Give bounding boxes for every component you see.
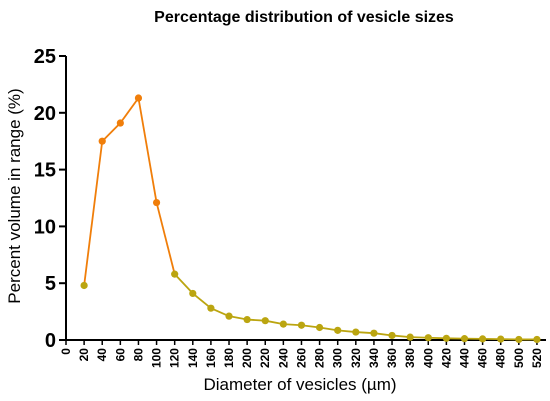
y-axis: 0 5 10 15 20 25 — [34, 46, 67, 352]
series-segment — [119, 97, 140, 124]
data-point — [225, 312, 233, 320]
x-tick-label: 320 — [349, 348, 363, 368]
data-point — [533, 335, 541, 344]
x-tick-label: 120 — [168, 348, 182, 368]
data-point — [80, 281, 88, 290]
data-point — [279, 320, 287, 328]
x-tick-label: 40 — [95, 348, 109, 362]
series-segment — [174, 273, 194, 295]
x-tick-label: 440 — [457, 348, 471, 368]
series-points — [80, 94, 541, 344]
series-segment — [137, 97, 158, 203]
data-point — [515, 335, 523, 344]
data-point — [261, 317, 269, 325]
data-point — [370, 329, 378, 337]
x-tick-label: 220 — [258, 348, 272, 368]
data-point — [243, 315, 251, 324]
data-point — [442, 334, 450, 342]
data-point — [479, 335, 487, 343]
x-tick-label: 60 — [113, 348, 127, 362]
x-tick-label: 180 — [222, 348, 236, 368]
x-tick-label: 100 — [150, 348, 164, 368]
y-tick-label: 15 — [34, 160, 56, 182]
x-axis: 0 20 40 60 80 100 120 140 160 180 200 220 240 260 280 3… — [59, 339, 546, 368]
data-point — [315, 323, 324, 332]
x-tick-label: 240 — [276, 348, 290, 368]
series-segment — [101, 122, 121, 142]
data-point — [134, 94, 143, 102]
y-tick-label: 10 — [34, 216, 56, 238]
x-tick-label: 160 — [204, 348, 218, 368]
series-segment — [83, 141, 104, 286]
x-tick-label: 280 — [313, 348, 327, 368]
data-point — [352, 328, 360, 336]
y-tick-label: 20 — [34, 103, 56, 125]
x-tick-label: 420 — [439, 348, 453, 368]
x-tick-label: 0 — [59, 348, 73, 355]
data-point — [98, 137, 106, 145]
data-point — [424, 334, 432, 342]
y-axis-label: Percent volume in range (%) — [5, 88, 24, 303]
x-tick-label: 340 — [367, 348, 381, 368]
data-point — [171, 270, 179, 278]
x-tick-label: 300 — [331, 348, 345, 368]
data-point — [388, 331, 396, 340]
series-segment — [192, 292, 212, 309]
series-segment — [155, 202, 176, 275]
y-tick-label: 25 — [34, 46, 56, 68]
x-tick-label: 480 — [494, 348, 508, 368]
y-tick-label: 5 — [45, 273, 56, 295]
x-tick-label: 400 — [421, 348, 435, 368]
data-point — [207, 304, 215, 312]
x-tick-label: 140 — [186, 348, 200, 368]
x-tick-label: 360 — [385, 348, 399, 368]
chart-title: Percentage distribution of vesicle sizes — [154, 9, 454, 26]
x-tick-label: 200 — [240, 348, 254, 368]
x-tick-label: 260 — [294, 348, 308, 368]
x-axis-label: Diameter of vesicles (µm) — [203, 375, 396, 394]
data-point — [116, 119, 124, 127]
x-tick-label: 20 — [77, 348, 91, 362]
x-tick-label: 500 — [512, 348, 526, 368]
x-tick-label: 460 — [476, 348, 490, 368]
data-point — [406, 333, 414, 341]
x-tick-label: 380 — [403, 348, 417, 368]
data-point — [334, 326, 342, 334]
x-tick-label: 80 — [131, 348, 145, 362]
data-point — [460, 335, 469, 343]
y-tick-label: 0 — [45, 330, 56, 352]
data-point — [497, 335, 505, 343]
data-point — [152, 198, 161, 207]
data-point — [189, 289, 197, 298]
series-lines — [83, 97, 537, 341]
data-point — [297, 321, 306, 329]
x-tick-label: 520 — [530, 348, 544, 368]
